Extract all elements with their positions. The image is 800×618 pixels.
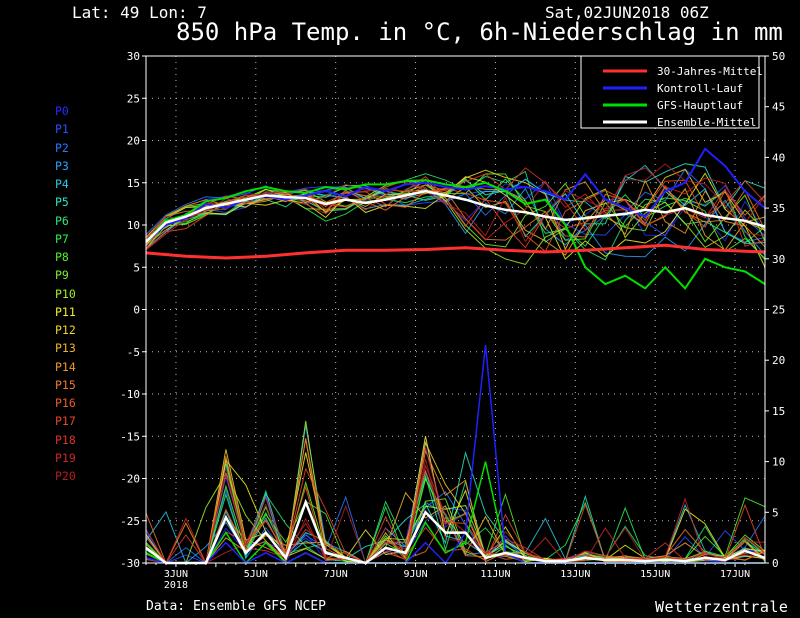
member-label-p9: P9 — [55, 268, 69, 283]
y-left-tick-label: -15 — [120, 430, 140, 443]
x-tick-label: 11JUN — [480, 569, 510, 580]
member-label-p1: P1 — [55, 122, 69, 137]
brand-label: Wetterzentrale — [655, 598, 789, 616]
x-tick-label: 15JUN — [640, 569, 670, 580]
member-precip-line — [145, 447, 766, 565]
y-left-tick-label: 0 — [133, 304, 140, 317]
y-right-tick-label: 20 — [772, 354, 785, 367]
plot-frame — [145, 55, 766, 564]
member-label-p5: P5 — [55, 195, 69, 210]
y-left-tick-label: 20 — [127, 135, 140, 148]
y-right-tick-label: 30 — [772, 253, 785, 266]
member-label-p15: P15 — [55, 377, 76, 392]
y-left-tick-label: -5 — [127, 346, 140, 359]
y-right-tick-label: 0 — [772, 557, 779, 570]
y-right-tick-label: 35 — [772, 202, 785, 215]
y-left-tick-label: -20 — [120, 473, 140, 486]
member-precip-line — [145, 458, 766, 565]
member-precip-line — [145, 420, 766, 564]
run-datetime: Sat,02JUN2018 06Z — [545, 3, 709, 22]
x-tick-label: 9JUN — [404, 569, 428, 580]
location-label: Lat: 49 Lon: 7 — [72, 3, 207, 22]
y-right-tick-label: 25 — [772, 304, 785, 317]
member-label-p17: P17 — [55, 414, 76, 429]
ensemble-member-list: P0 P1 P2 P3 P4 P5 P6 P7 P8 P9 P10 P11 P12 P13 P14 P15 P1… — [55, 102, 76, 485]
legend-box — [580, 55, 760, 129]
x-tick-sublabel: 2018 — [164, 580, 188, 591]
member-label-p2: P2 — [55, 140, 69, 155]
member-label-p4: P4 — [55, 177, 69, 191]
member-label-p13: P13 — [55, 341, 76, 356]
member-precip-line — [145, 440, 766, 564]
y-left-tick-label: -25 — [120, 515, 140, 528]
y-right-tick-label: 40 — [772, 151, 785, 164]
member-temp-line — [145, 176, 766, 250]
member-temp-line — [145, 178, 766, 256]
data-source-label: Data: Ensemble GFS NCEP — [146, 599, 327, 614]
y-left-tick-label: 30 — [127, 50, 140, 63]
y-left-tick-label: -10 — [120, 388, 140, 401]
member-label-p16: P16 — [55, 396, 76, 410]
member-temp-line — [145, 163, 766, 243]
legend-label: GFS-Hauptlauf — [657, 99, 743, 112]
legend-label: Kontroll-Lauf — [657, 82, 743, 95]
member-label-p10: P10 — [55, 286, 76, 301]
member-label-p6: P6 — [55, 213, 69, 228]
legend-label: Ensemble-Mittel — [657, 116, 756, 129]
member-label-p3: P3 — [55, 158, 69, 173]
y-left-tick-label: 25 — [127, 92, 140, 105]
chart-title: 850 hPa Temp. in °C, 6h-Niederschlag in … — [176, 18, 783, 46]
y-right-tick-label: 10 — [772, 456, 785, 469]
member-label-p20: P20 — [55, 469, 76, 483]
x-tick-label: 7JUN — [324, 569, 348, 580]
member-label-p18: P18 — [55, 432, 76, 447]
y-left-tick-label: 15 — [127, 177, 140, 190]
y-right-tick-label: 5 — [772, 506, 779, 519]
y-right-tick-label: 45 — [772, 101, 785, 114]
x-tick-label: 3JUN — [164, 569, 188, 580]
series-ensemble-mittel-niederschlag — [145, 498, 766, 565]
series-30-jahres-mittel — [145, 243, 766, 260]
y-left-tick-label: -30 — [120, 557, 140, 570]
member-label-p7: P7 — [55, 231, 69, 246]
member-precip-line — [145, 441, 766, 564]
member-label-p8: P8 — [55, 250, 69, 264]
member-temp-line — [145, 167, 766, 251]
member-label-p12: P12 — [55, 323, 76, 337]
x-tick-label: 5JUN — [244, 569, 268, 580]
member-label-p0: P0 — [55, 104, 69, 118]
x-tick-label: 13JUN — [560, 569, 590, 580]
member-label-p19: P19 — [55, 450, 76, 465]
member-label-p14: P14 — [55, 359, 76, 374]
y-right-tick-label: 15 — [772, 405, 785, 418]
y-left-tick-label: 5 — [133, 261, 140, 274]
x-tick-label: 17JUN — [720, 569, 750, 580]
y-right-tick-label: 50 — [772, 50, 785, 63]
legend-label: 30-Jahres-Mittel — [657, 65, 763, 78]
series-gfs-hauptlauf — [145, 179, 766, 290]
series-ensemble-mittel — [145, 189, 766, 243]
member-label-p11: P11 — [55, 304, 76, 319]
y-left-tick-label: 10 — [127, 219, 140, 232]
